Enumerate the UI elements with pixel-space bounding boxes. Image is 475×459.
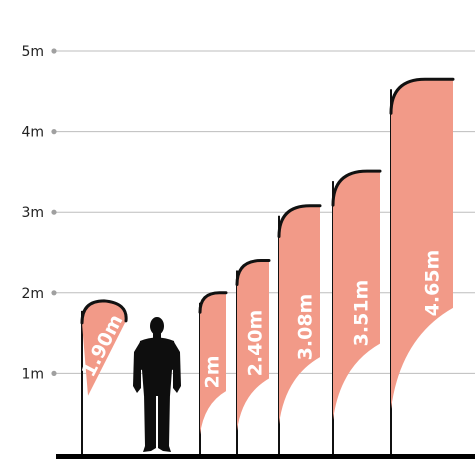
person-right-arm bbox=[173, 342, 181, 393]
tick-label: 5m bbox=[21, 44, 44, 60]
tick-dot bbox=[51, 290, 57, 296]
flag-top-edge bbox=[198, 291, 228, 314]
flag-size-label: 3.51m bbox=[351, 280, 373, 347]
tick-dot bbox=[51, 209, 57, 215]
flag-top-edge bbox=[235, 259, 271, 287]
tick-dot bbox=[51, 370, 57, 376]
person-neck bbox=[153, 333, 161, 339]
person-left-leg bbox=[143, 394, 156, 452]
flag-fabric bbox=[82, 300, 127, 396]
person-head bbox=[150, 317, 164, 335]
flag-2-40m: 2.40m bbox=[235, 259, 271, 454]
tick-label: 4m bbox=[21, 125, 44, 141]
flag-fabric bbox=[279, 205, 320, 425]
ground-line bbox=[56, 454, 475, 459]
person-left-arm bbox=[133, 342, 141, 393]
flag-fabric bbox=[333, 171, 380, 421]
flag-fabric bbox=[391, 79, 453, 410]
tick-dot bbox=[51, 48, 57, 54]
person-torso bbox=[137, 337, 177, 396]
flag-size-label: 4.65m bbox=[422, 250, 444, 317]
tick-label: 2m bbox=[21, 286, 44, 302]
flag-top-edge bbox=[80, 299, 128, 325]
flag-size-label: 2.40m bbox=[245, 310, 267, 377]
flag-1-90m: 1.90m bbox=[78, 299, 128, 454]
tick-label: 1m bbox=[21, 366, 44, 382]
flag-top-edge bbox=[331, 169, 382, 207]
tick-label: 3m bbox=[21, 205, 44, 221]
person-silhouette-icon bbox=[133, 317, 181, 452]
flag-top-edge bbox=[277, 204, 322, 239]
flag-4-65m: 4.65m bbox=[389, 77, 455, 454]
person-right-leg bbox=[158, 394, 171, 452]
flag-3-51m: 3.51m bbox=[331, 169, 382, 454]
flag-2m: 2m bbox=[198, 291, 228, 454]
flags-group: 1.90m 2m 2.40m 3.08m 3.51m 4.65m bbox=[78, 77, 455, 454]
tick-dot bbox=[51, 129, 57, 135]
flag-size-label: 3.08m bbox=[295, 294, 317, 361]
flag-size-label: 2m bbox=[202, 355, 224, 388]
flag-3-08m: 3.08m bbox=[277, 204, 322, 454]
person-silhouette bbox=[133, 317, 181, 452]
flag-top-edge bbox=[389, 77, 455, 115]
flag-fabric bbox=[237, 260, 269, 431]
flag-fabric bbox=[200, 292, 226, 435]
